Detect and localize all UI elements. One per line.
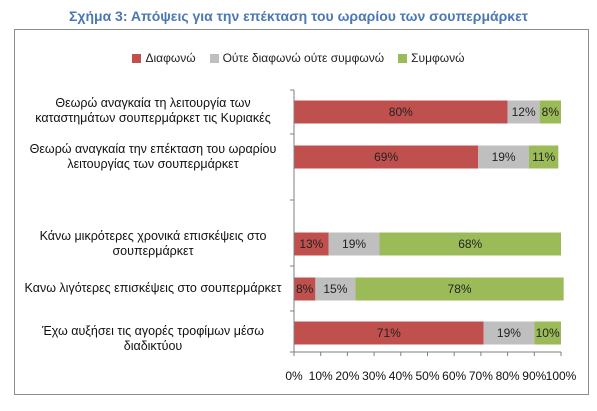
data-label-agree-3: 78% (448, 282, 472, 296)
data-label-agree-1: 11% (532, 150, 555, 164)
data-label-neutral-4: 19% (497, 326, 521, 340)
data-label-neutral-1: 19% (492, 150, 516, 164)
data-label-agree-4: 10% (536, 326, 560, 340)
bar-neutral-1 (478, 145, 529, 169)
data-label-disagree-1: 69% (374, 150, 398, 164)
legend-label-agree: Συμφωνώ (411, 51, 465, 65)
bar-agree-1 (528, 145, 559, 169)
legend-swatch-neutral (209, 53, 219, 63)
legend-swatch-disagree (132, 53, 142, 63)
bar-disagree-3 (294, 277, 316, 301)
legend-item-neutral: Ούτε διαφωνώ ούτε συμφωνώ (209, 50, 385, 66)
x-tick-label-6: 60% (442, 369, 466, 383)
x-tick-label-1: 10% (309, 369, 333, 383)
bar-neutral-3 (315, 277, 356, 301)
legend-item-disagree: Διαφωνώ (132, 50, 196, 66)
category-label-hours-extension: Θεωρώ αναγκαία την επέκταση του ωραρίου … (29, 142, 277, 171)
category-label-shorter-visits: Κάνω μικρότερες χρονικά επισκέψεις στο σ… (39, 229, 267, 258)
x-tick-label-7: 70% (469, 369, 493, 383)
bar-disagree-4 (294, 321, 484, 345)
x-tick-label-9: 90% (522, 369, 546, 383)
legend-item-agree: Συμφωνώ (398, 50, 465, 66)
data-label-neutral-2: 19% (342, 237, 366, 251)
legend-swatch-agree (398, 53, 408, 63)
x-tick-label-0: 0% (285, 369, 303, 383)
legend-label-disagree: Διαφωνώ (145, 51, 196, 65)
data-label-disagree-2: 13% (299, 237, 323, 251)
x-tick-label-3: 30% (362, 369, 386, 383)
bar-agree-2 (379, 232, 561, 256)
x-tick-label-4: 40% (389, 369, 413, 383)
bar-neutral-2 (328, 232, 380, 256)
legend-label-neutral: Ούτε διαφωνώ ούτε συμφωνώ (222, 51, 385, 65)
bar-neutral-0 (507, 100, 540, 124)
chart-title: Σχήμα 3: Απόψεις για την επέκταση του ωρ… (68, 8, 529, 24)
x-tick-label-2: 20% (335, 369, 359, 383)
x-tick-label-5: 50% (415, 369, 439, 383)
category-label-online-purchases: Έχω αυξήσει τις αγορές τροφίμων μέσω δια… (41, 324, 265, 353)
bar-disagree-0 (294, 100, 508, 124)
category-label-fewer-visits: Κανω λιγότερες επισκέψεις στο σουπερμάρκ… (24, 281, 282, 295)
x-tick-label-8: 80% (496, 369, 520, 383)
bar-agree-3 (355, 277, 564, 301)
bar-disagree-1 (294, 145, 479, 169)
data-label-neutral-3: 15% (323, 282, 347, 296)
category-label-sunday: Θεωρώ αναγκαία τη λειτουργία των καταστη… (35, 96, 271, 125)
bar-disagree-2 (294, 232, 329, 256)
bar-neutral-4 (483, 321, 535, 345)
data-label-agree-2: 68% (458, 237, 482, 251)
data-label-disagree-0: 80% (389, 105, 413, 119)
bar-agree-0 (539, 100, 561, 124)
bar-agree-4 (534, 321, 561, 345)
legend: Διαφωνώ Ούτε διαφωνώ ούτε συμφωνώ Συμφων… (0, 50, 597, 66)
data-label-agree-0: 8% (542, 105, 560, 119)
data-label-disagree-3: 8% (296, 282, 314, 296)
x-tick-label-10: 100% (546, 369, 577, 383)
data-label-disagree-4: 71% (377, 326, 401, 340)
data-label-neutral-0: 12% (512, 105, 536, 119)
